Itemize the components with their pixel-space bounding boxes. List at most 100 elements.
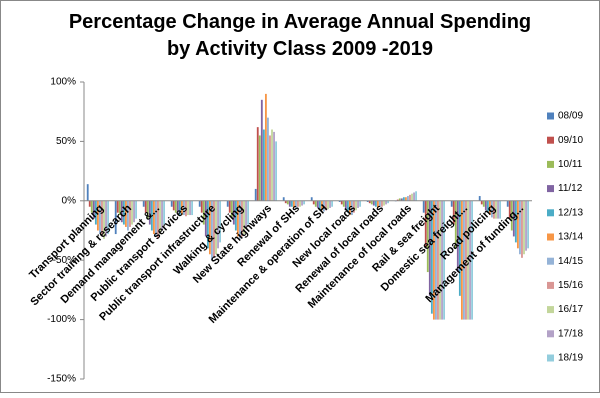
bar	[508, 200, 511, 219]
bar	[96, 200, 99, 231]
bar	[516, 200, 519, 249]
bar	[241, 200, 243, 237]
y-tick-label: 50%	[56, 136, 76, 147]
bar	[114, 200, 117, 235]
bar	[411, 193, 413, 201]
bar	[426, 200, 429, 273]
bar	[267, 117, 269, 201]
y-tick-label: -150%	[47, 374, 76, 385]
bar	[275, 141, 277, 201]
bar	[258, 135, 261, 201]
bar	[340, 200, 343, 205]
bar	[512, 200, 515, 237]
bar	[383, 200, 385, 206]
bar	[152, 200, 155, 235]
bar	[260, 99, 263, 201]
bar	[454, 200, 457, 249]
bar	[208, 200, 211, 255]
legend-label: 18/19	[558, 353, 583, 364]
bar	[450, 200, 453, 207]
bar	[432, 200, 435, 320]
bar	[482, 200, 485, 207]
legend-swatch	[547, 257, 554, 265]
bar	[323, 200, 325, 212]
bar	[228, 200, 231, 213]
bar	[357, 200, 359, 208]
bar	[262, 129, 265, 201]
bar	[497, 200, 499, 219]
bar	[269, 135, 271, 201]
bar	[172, 200, 175, 211]
bar	[303, 200, 305, 205]
bar	[213, 200, 215, 258]
bar	[318, 200, 321, 211]
bar	[327, 200, 329, 210]
bar	[452, 200, 455, 225]
bar	[90, 200, 93, 213]
bar	[88, 200, 91, 207]
bar	[346, 200, 349, 213]
bar	[415, 191, 417, 201]
bar	[467, 200, 469, 320]
bar	[236, 200, 239, 237]
legend-swatch	[547, 209, 554, 217]
bar	[247, 200, 249, 225]
bar	[295, 200, 297, 208]
bar	[463, 200, 465, 320]
bar	[437, 200, 439, 320]
bar	[430, 200, 433, 314]
bar	[202, 200, 205, 225]
legend-swatch	[547, 136, 554, 144]
bar	[144, 200, 147, 213]
bar	[189, 200, 191, 216]
bar	[284, 200, 287, 204]
bar	[499, 200, 501, 219]
bar	[174, 200, 177, 213]
bar	[116, 200, 119, 213]
bar	[366, 200, 369, 202]
y-tick-label: -50%	[53, 255, 76, 266]
legend-swatch	[547, 354, 554, 362]
bar	[219, 200, 221, 243]
y-tick-label: 100%	[50, 77, 76, 88]
bar	[385, 200, 387, 205]
bar	[368, 200, 371, 204]
bar	[372, 200, 375, 206]
chart-title: by Activity Class 2009 -2019	[167, 38, 433, 60]
bar	[402, 197, 405, 201]
bar	[86, 184, 89, 201]
bar	[359, 200, 361, 207]
bar	[488, 200, 491, 216]
bar	[353, 200, 355, 213]
bar	[107, 200, 109, 235]
bar	[245, 200, 247, 227]
bar	[478, 196, 481, 201]
bar	[506, 200, 509, 207]
bar	[135, 200, 137, 219]
bar	[180, 200, 183, 216]
legend-label: 12/13	[558, 207, 583, 218]
bar	[469, 200, 471, 320]
bar	[187, 200, 189, 216]
bar	[264, 93, 267, 201]
legend-swatch	[547, 160, 554, 168]
bar	[256, 127, 259, 201]
bar	[310, 197, 313, 201]
bar	[292, 200, 295, 208]
y-tick-label: -100%	[47, 314, 76, 325]
bar	[198, 200, 201, 207]
bar	[439, 200, 441, 320]
chart-title: Percentage Change in Average Annual Spen…	[69, 11, 531, 33]
bar	[521, 200, 523, 258]
bar	[150, 200, 153, 231]
bar	[428, 200, 431, 296]
bar	[355, 200, 357, 211]
legend-swatch	[547, 112, 554, 120]
bar	[124, 200, 127, 227]
bar	[456, 200, 459, 273]
bar	[243, 200, 245, 235]
bar	[122, 200, 125, 225]
bar	[525, 200, 527, 251]
bar	[342, 200, 345, 207]
legend-label: 09/10	[558, 135, 583, 146]
